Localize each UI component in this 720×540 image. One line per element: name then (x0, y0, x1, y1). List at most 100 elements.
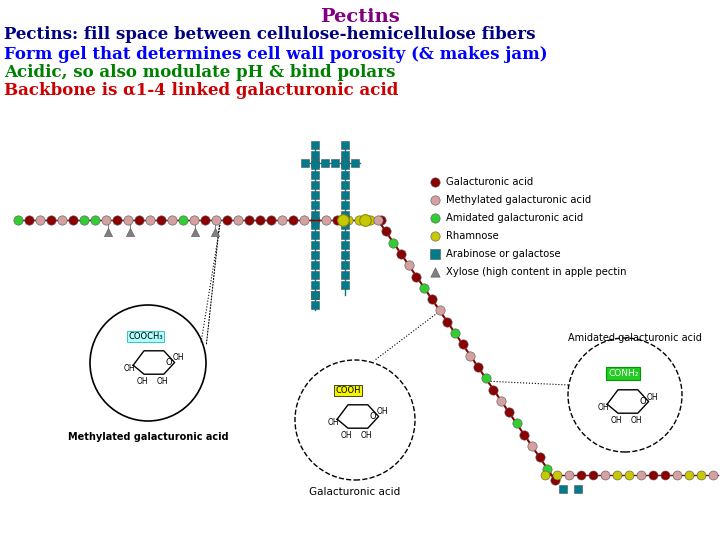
Point (310, 261, 321, 269)
Text: Galacturonic acid: Galacturonic acid (446, 177, 534, 187)
Point (349, 159, 361, 167)
Text: Pectins: fill space between cellulose-hemicellulose fibers: Pectins: fill space between cellulose-he… (4, 26, 536, 43)
Text: Galacturonic acid: Galacturonic acid (310, 487, 400, 497)
Point (534, 453, 545, 462)
Point (364, 215, 376, 224)
Point (298, 215, 310, 224)
Text: Rhamnose: Rhamnose (446, 231, 499, 241)
Point (426, 295, 438, 303)
Point (310, 231, 321, 239)
Point (354, 215, 365, 224)
Point (339, 271, 351, 279)
Point (67, 215, 78, 224)
Text: OH: OH (136, 377, 148, 386)
Point (310, 151, 321, 159)
Point (339, 211, 351, 219)
Point (310, 159, 321, 167)
Point (320, 215, 332, 224)
Point (310, 281, 321, 289)
Text: Pectins: Pectins (320, 8, 400, 26)
Point (337, 215, 348, 224)
Point (310, 171, 321, 179)
Point (310, 271, 321, 279)
Text: OH: OH (377, 408, 388, 416)
Point (429, 232, 441, 240)
Point (265, 215, 276, 224)
Point (35, 215, 46, 224)
Point (395, 249, 407, 258)
Text: O: O (640, 397, 647, 406)
Point (111, 215, 122, 224)
Point (372, 215, 384, 224)
Text: OH: OH (172, 354, 184, 362)
Point (221, 215, 233, 224)
Point (339, 221, 351, 230)
Point (310, 181, 321, 190)
Point (472, 363, 484, 372)
Point (552, 471, 563, 480)
Point (339, 231, 351, 239)
Text: OH: OH (630, 416, 642, 425)
Point (339, 251, 351, 259)
Point (329, 159, 341, 167)
Point (310, 161, 321, 170)
Point (375, 215, 387, 224)
Point (310, 291, 321, 299)
Point (541, 464, 553, 473)
Point (243, 215, 255, 224)
Point (647, 471, 659, 480)
Text: Form gel that determines cell wall porosity (& makes jam): Form gel that determines cell wall poros… (4, 46, 548, 63)
Point (671, 471, 683, 480)
Point (210, 228, 221, 237)
Point (177, 215, 189, 224)
Text: OH: OH (647, 393, 658, 402)
Point (449, 329, 461, 338)
Point (189, 228, 201, 237)
Point (429, 268, 441, 276)
Point (233, 215, 244, 224)
Point (339, 281, 351, 289)
Point (339, 261, 351, 269)
Point (480, 374, 492, 382)
Point (339, 181, 351, 190)
Point (310, 211, 321, 219)
Point (429, 178, 441, 186)
Text: O: O (166, 358, 173, 367)
Point (144, 215, 156, 224)
Point (56, 215, 68, 224)
Text: OH: OH (124, 364, 135, 373)
Point (487, 385, 499, 394)
Point (611, 471, 623, 480)
Point (310, 251, 321, 259)
Point (12, 215, 24, 224)
Point (707, 471, 719, 480)
Point (78, 215, 90, 224)
Point (624, 471, 635, 480)
Point (342, 215, 354, 224)
Point (683, 471, 695, 480)
Point (635, 471, 647, 480)
Point (133, 215, 145, 224)
Point (331, 215, 343, 224)
Text: COOH: COOH (336, 386, 361, 395)
Point (387, 238, 399, 247)
Point (557, 485, 569, 494)
Text: OH: OH (156, 377, 168, 386)
Text: OH: OH (341, 431, 352, 440)
Point (510, 419, 522, 428)
Point (125, 228, 136, 237)
Text: Backbone is α1-4 linked galacturonic acid: Backbone is α1-4 linked galacturonic aci… (4, 82, 398, 99)
Point (287, 215, 299, 224)
Text: Methylated galacturonic acid: Methylated galacturonic acid (68, 432, 228, 442)
Point (403, 261, 415, 269)
Text: COOCH₃: COOCH₃ (128, 332, 163, 341)
Point (563, 471, 575, 480)
Polygon shape (607, 390, 649, 413)
Point (429, 249, 441, 258)
Point (339, 159, 351, 167)
Point (503, 408, 515, 416)
Point (166, 215, 178, 224)
Text: OH: OH (360, 431, 372, 440)
Point (310, 241, 321, 249)
Text: Amidated galacturonic acid: Amidated galacturonic acid (446, 213, 583, 223)
